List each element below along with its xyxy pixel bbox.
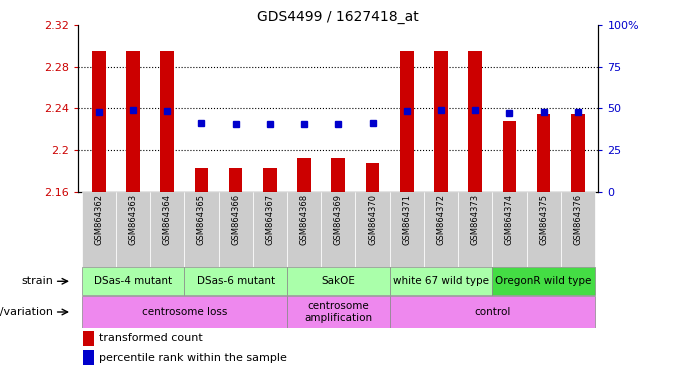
Text: GSM864376: GSM864376 xyxy=(573,194,582,245)
Text: white 67 wild type: white 67 wild type xyxy=(393,276,489,286)
Bar xyxy=(297,157,311,192)
Bar xyxy=(537,114,551,192)
Text: GSM864369: GSM864369 xyxy=(334,194,343,245)
Bar xyxy=(82,192,116,267)
Text: OregonR wild type: OregonR wild type xyxy=(496,276,592,286)
Text: genotype/variation: genotype/variation xyxy=(0,307,53,317)
Bar xyxy=(492,267,595,295)
Bar xyxy=(458,192,492,267)
Bar xyxy=(321,192,356,267)
Bar xyxy=(400,51,413,192)
Bar xyxy=(356,192,390,267)
Bar xyxy=(561,192,595,267)
Bar xyxy=(492,192,526,267)
Text: percentile rank within the sample: percentile rank within the sample xyxy=(99,353,287,362)
Text: GSM864368: GSM864368 xyxy=(300,194,309,245)
Bar xyxy=(390,192,424,267)
Bar xyxy=(218,192,253,267)
Text: GSM864374: GSM864374 xyxy=(505,194,514,245)
Text: GSM864371: GSM864371 xyxy=(403,194,411,245)
Bar xyxy=(390,267,492,295)
Bar xyxy=(571,114,585,192)
Bar xyxy=(160,51,174,192)
Bar xyxy=(184,192,218,267)
Bar xyxy=(126,51,140,192)
Bar xyxy=(92,51,105,192)
Bar xyxy=(84,331,94,346)
Bar xyxy=(434,51,448,192)
Text: GSM864363: GSM864363 xyxy=(129,194,137,245)
Text: control: control xyxy=(474,307,511,317)
Bar xyxy=(228,168,243,192)
Bar xyxy=(263,168,277,192)
Bar xyxy=(84,350,94,365)
Text: DSas-4 mutant: DSas-4 mutant xyxy=(94,276,172,286)
Bar xyxy=(82,267,184,295)
Bar xyxy=(287,192,321,267)
Bar xyxy=(150,192,184,267)
Bar xyxy=(526,192,561,267)
Text: centrosome
amplification: centrosome amplification xyxy=(304,301,373,323)
Bar xyxy=(116,192,150,267)
Bar xyxy=(82,296,287,328)
Text: GSM864365: GSM864365 xyxy=(197,194,206,245)
Text: GSM864370: GSM864370 xyxy=(368,194,377,245)
Text: GSM864373: GSM864373 xyxy=(471,194,479,245)
Text: centrosome loss: centrosome loss xyxy=(141,307,227,317)
Text: GSM864367: GSM864367 xyxy=(265,194,274,245)
Bar xyxy=(503,121,516,192)
Title: GDS4499 / 1627418_at: GDS4499 / 1627418_at xyxy=(258,10,419,24)
Bar xyxy=(194,168,208,192)
Bar xyxy=(424,192,458,267)
Text: GSM864364: GSM864364 xyxy=(163,194,171,245)
Bar xyxy=(469,51,482,192)
Text: GSM864362: GSM864362 xyxy=(95,194,103,245)
Bar xyxy=(366,163,379,192)
Bar xyxy=(253,192,287,267)
Bar xyxy=(287,267,390,295)
Bar xyxy=(184,267,287,295)
Bar xyxy=(287,296,390,328)
Bar xyxy=(390,296,595,328)
Text: DSas-6 mutant: DSas-6 mutant xyxy=(197,276,275,286)
Text: transformed count: transformed count xyxy=(99,333,203,343)
Text: GSM864366: GSM864366 xyxy=(231,194,240,245)
Text: GSM864375: GSM864375 xyxy=(539,194,548,245)
Text: strain: strain xyxy=(21,276,53,286)
Text: SakOE: SakOE xyxy=(322,276,355,286)
Bar xyxy=(331,157,345,192)
Text: GSM864372: GSM864372 xyxy=(437,194,445,245)
